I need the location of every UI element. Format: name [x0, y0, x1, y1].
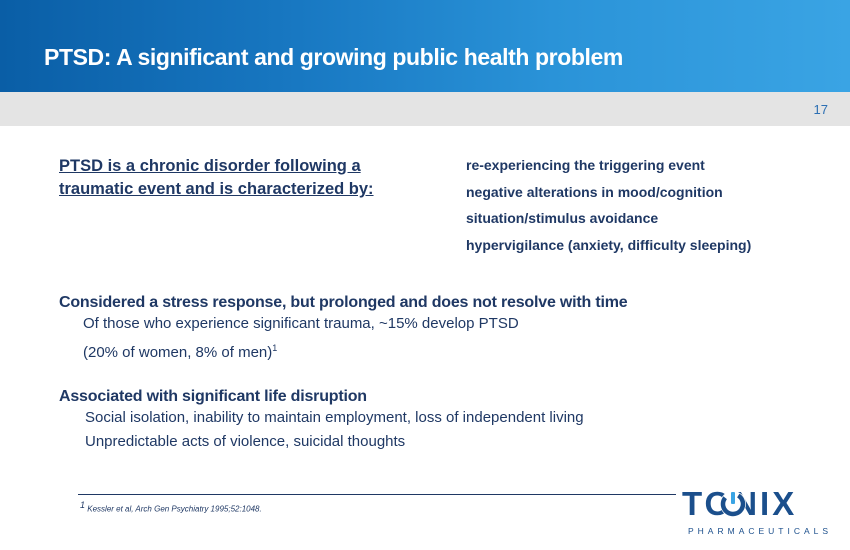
disruption-section: Associated with significant life disrupt…	[59, 388, 584, 454]
stress-section: Considered a stress response, but prolon…	[59, 294, 628, 365]
footnote-divider	[78, 494, 676, 495]
logo-o-icon	[720, 491, 746, 517]
intro-heading: PTSD is a chronic disorder following a t…	[59, 155, 449, 201]
logo-subtitle: PHARMACEUTICALS	[688, 526, 833, 536]
footnote-mark: 1	[80, 500, 86, 510]
list-item: re-experiencing the triggering event	[466, 157, 705, 173]
page-number: 17	[813, 102, 828, 117]
stress-line-2: (20% of women, 8% of men)1	[59, 336, 627, 365]
company-logo: TONIX PHARMACEUTICALS	[682, 486, 828, 542]
header-band	[0, 92, 850, 126]
list-item: hypervigilance (anxiety, difficulty slee…	[466, 236, 752, 253]
list-item: situation/stimulus avoidance	[466, 210, 659, 226]
intro-line-2: traumatic event and is characterized by:	[59, 180, 374, 198]
footnote-reference: 1	[272, 343, 278, 353]
stress-heading: Considered a stress response, but prolon…	[59, 294, 628, 311]
intro-line-1: PTSD is a chronic disorder following a	[59, 157, 361, 175]
list-item: negative alterations in mood/cognition	[466, 183, 723, 200]
disruption-line-2: Unpredictable acts of violence, suicidal…	[85, 433, 406, 450]
footnote: 1 Kessler et al, Arch Gen Psychiatry 199…	[80, 500, 262, 514]
stress-line-1: Of those who experience significant trau…	[83, 315, 519, 332]
title-bar: PTSD: A significant and growing public h…	[0, 0, 850, 92]
disruption-heading: Associated with significant life disrupt…	[59, 388, 367, 405]
disruption-line-1: Social isolation, inability to maintain …	[85, 409, 584, 426]
footnote-text: Kessler et al, Arch Gen Psychiatry 1995;…	[87, 504, 262, 514]
slide-title: PTSD: A significant and growing public h…	[44, 44, 623, 70]
stress-line-2-text: (20% of women, 8% of men)	[83, 344, 273, 361]
traits-list: re-experiencing the triggering event neg…	[466, 154, 751, 260]
